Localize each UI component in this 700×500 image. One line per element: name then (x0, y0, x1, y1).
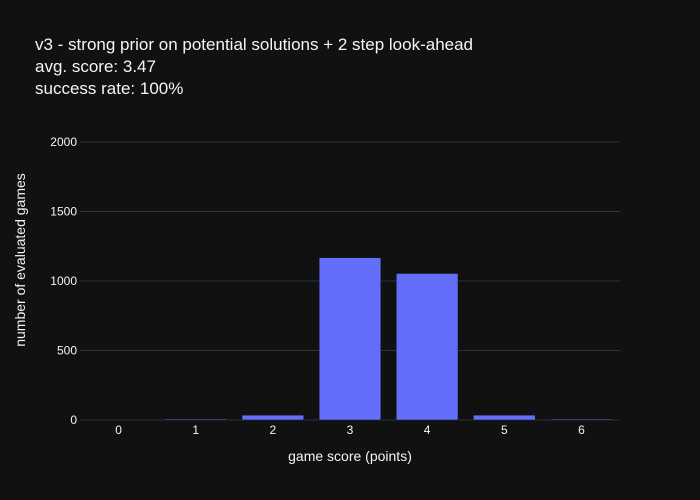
y-tick-label: 0 (70, 413, 77, 427)
y-tick-label: 500 (57, 344, 77, 358)
chart-title: v3 - strong prior on potential solutions… (35, 34, 473, 100)
x-tick-label: 5 (501, 423, 508, 437)
x-tick-label: 4 (424, 423, 431, 437)
y-tick-label: 2000 (50, 135, 77, 149)
bar (396, 273, 459, 421)
x-tick-label: 1 (192, 423, 199, 437)
chart-title-line-3: success rate: 100% (35, 79, 184, 98)
y-tick-label: 1500 (50, 205, 77, 219)
x-tick-label: 0 (115, 423, 122, 437)
chart-title-line-2: avg. score: 3.47 (35, 57, 156, 76)
bar (164, 418, 227, 421)
bar (473, 414, 536, 421)
x-tick-label: 2 (270, 423, 277, 437)
x-axis-ticks: 0 1 2 3 4 5 6 (115, 423, 585, 437)
y-axis-title: number of evaluated games (12, 173, 28, 347)
y-tick-label: 1000 (50, 274, 77, 288)
x-axis-title: game score (points) (288, 448, 412, 464)
y-axis-ticks: 0 500 1000 1500 2000 (50, 135, 77, 427)
bars (164, 257, 613, 421)
bar (550, 418, 613, 421)
bar (318, 257, 382, 421)
chart-title-line-1: v3 - strong prior on potential solutions… (35, 35, 474, 54)
x-tick-label: 6 (578, 423, 585, 437)
bar (241, 414, 304, 421)
x-tick-label: 3 (347, 423, 354, 437)
